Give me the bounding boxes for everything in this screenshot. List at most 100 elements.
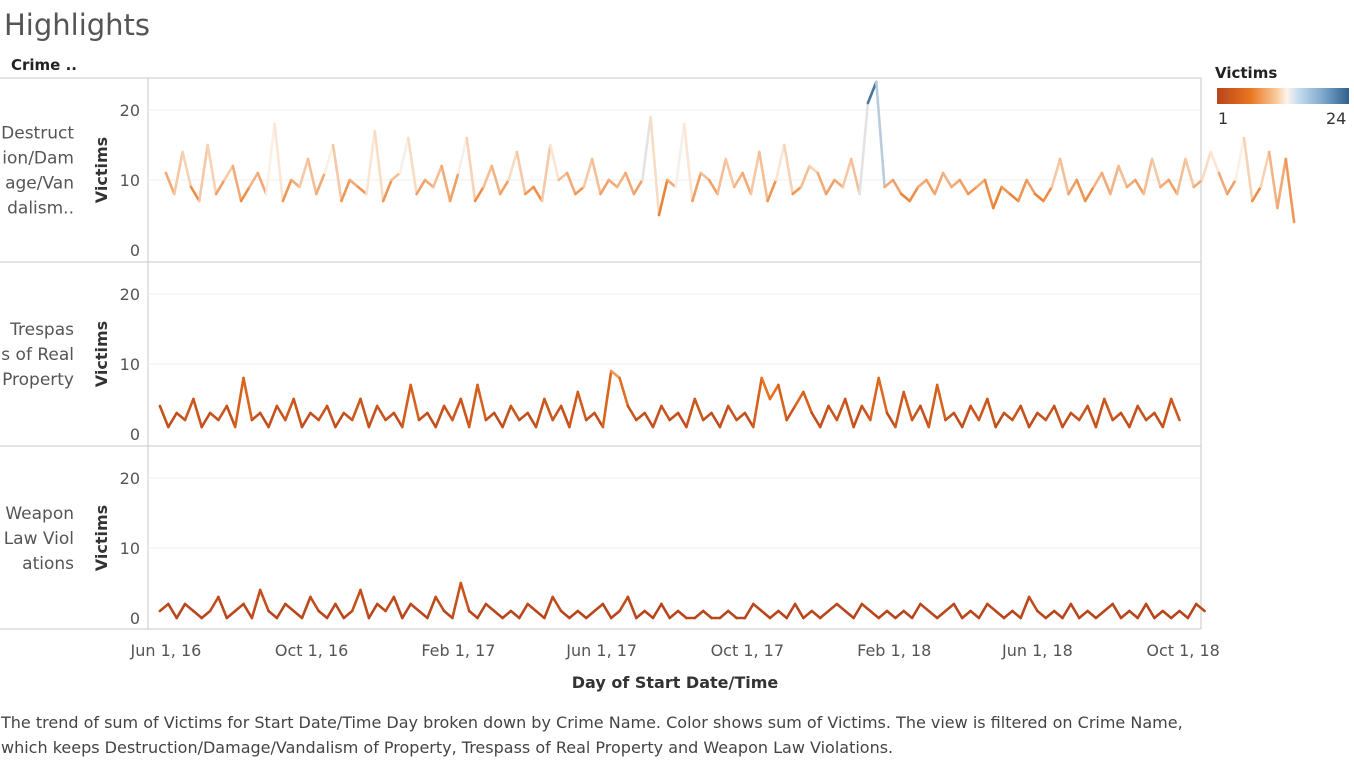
series-segment bbox=[810, 411, 822, 429]
series-segment bbox=[1117, 164, 1129, 189]
series-segment bbox=[208, 595, 220, 613]
series-segment bbox=[902, 609, 914, 620]
series-segment bbox=[164, 171, 176, 196]
series-segment bbox=[802, 609, 814, 620]
series-segment bbox=[818, 404, 830, 429]
series-segment bbox=[448, 171, 460, 203]
series-segment bbox=[651, 404, 663, 429]
series-segment bbox=[507, 150, 519, 182]
series-segment bbox=[192, 397, 203, 429]
series-segment bbox=[1077, 404, 1089, 422]
series-segment bbox=[1150, 157, 1162, 189]
series-segment bbox=[760, 376, 772, 401]
series-segment bbox=[267, 609, 279, 620]
series-segment bbox=[916, 178, 928, 189]
series-segment bbox=[927, 609, 939, 620]
series-segment bbox=[1128, 404, 1139, 429]
series-segment bbox=[384, 595, 396, 613]
series-segment bbox=[885, 411, 897, 429]
row-label-line: ion/Dam bbox=[2, 149, 74, 169]
series-segment bbox=[526, 602, 538, 613]
series-segment bbox=[866, 80, 878, 105]
series-segment bbox=[919, 602, 931, 613]
series-segment bbox=[682, 122, 694, 203]
series-segment bbox=[793, 390, 805, 408]
series-segment bbox=[584, 411, 596, 422]
series-segment bbox=[994, 411, 1006, 429]
series-segment bbox=[426, 411, 438, 429]
series-segment bbox=[766, 178, 778, 203]
series-segment bbox=[492, 411, 504, 429]
series-segment bbox=[183, 602, 195, 613]
series-segment bbox=[660, 602, 672, 620]
series-segment bbox=[935, 609, 947, 620]
series-segment bbox=[1136, 404, 1148, 422]
series-segment bbox=[858, 101, 870, 196]
legend-max-label: 24 bbox=[1326, 109, 1347, 128]
chart-canvas: 01020VictimsDestruction/Damage/Vandalism… bbox=[0, 77, 1296, 692]
series-segment bbox=[615, 171, 627, 189]
series-segment bbox=[175, 602, 187, 620]
series-segment bbox=[969, 404, 981, 422]
series-segment bbox=[1000, 185, 1012, 196]
series-segment bbox=[498, 178, 510, 196]
series-segment bbox=[417, 411, 429, 422]
series-segment bbox=[233, 602, 245, 613]
series-segment bbox=[827, 404, 839, 422]
series-segment bbox=[757, 150, 769, 203]
series-segment bbox=[517, 602, 530, 620]
series-segment bbox=[459, 397, 471, 429]
series-segment bbox=[1119, 411, 1131, 429]
series-segment bbox=[509, 609, 521, 620]
x-tick-label: Feb 1, 18 bbox=[857, 641, 931, 660]
series-segment bbox=[793, 602, 805, 620]
series-segment bbox=[359, 588, 371, 620]
series-segment bbox=[342, 609, 354, 620]
series-segment bbox=[1052, 404, 1064, 429]
series-segment bbox=[960, 404, 972, 429]
series-segment bbox=[457, 136, 469, 175]
row-label-line: s of Real bbox=[1, 345, 74, 365]
series-segment bbox=[584, 609, 596, 620]
y-axis-title: Victims bbox=[92, 321, 111, 387]
series-segment bbox=[618, 376, 630, 408]
series-segment bbox=[1061, 602, 1073, 620]
series-segment bbox=[568, 390, 580, 429]
series-segment bbox=[582, 157, 594, 189]
series-segment bbox=[1192, 178, 1204, 189]
series-segment bbox=[1058, 157, 1070, 196]
series-segment bbox=[643, 609, 655, 620]
series-segment bbox=[206, 143, 218, 196]
series-segment bbox=[451, 581, 463, 620]
series-segment bbox=[1119, 609, 1131, 620]
row-header-crime[interactable]: Crime .. bbox=[11, 56, 77, 74]
row-label-line: Destruct bbox=[1, 124, 74, 144]
series-segment bbox=[451, 397, 463, 422]
series-segment bbox=[325, 404, 337, 429]
series-segment bbox=[768, 383, 780, 401]
series-segment bbox=[400, 602, 413, 620]
series-segment bbox=[557, 171, 569, 182]
series-segment bbox=[958, 178, 970, 196]
series-segment bbox=[375, 404, 387, 422]
series-segment bbox=[810, 609, 822, 620]
series-segment bbox=[983, 178, 995, 210]
y-tick-label: 10 bbox=[120, 355, 140, 374]
series-segment bbox=[540, 143, 552, 203]
series-segment bbox=[751, 376, 764, 429]
series-segment bbox=[676, 609, 688, 620]
series-segment bbox=[743, 411, 755, 429]
series-segment bbox=[517, 411, 530, 422]
series-segment bbox=[1161, 397, 1173, 429]
series-segment bbox=[300, 595, 312, 620]
series-segment bbox=[467, 609, 479, 620]
chart-caption: The trend of sum of Victims for Start Da… bbox=[1, 713, 1183, 757]
series-segment bbox=[941, 171, 953, 189]
series-segment bbox=[601, 369, 613, 429]
row-label-line: dalism.. bbox=[7, 199, 74, 219]
series-segment bbox=[777, 383, 789, 422]
series-segment bbox=[482, 164, 494, 189]
series-segment bbox=[1144, 411, 1156, 422]
series-segment bbox=[158, 404, 170, 429]
x-tick-label: Oct 1, 18 bbox=[1146, 641, 1219, 660]
